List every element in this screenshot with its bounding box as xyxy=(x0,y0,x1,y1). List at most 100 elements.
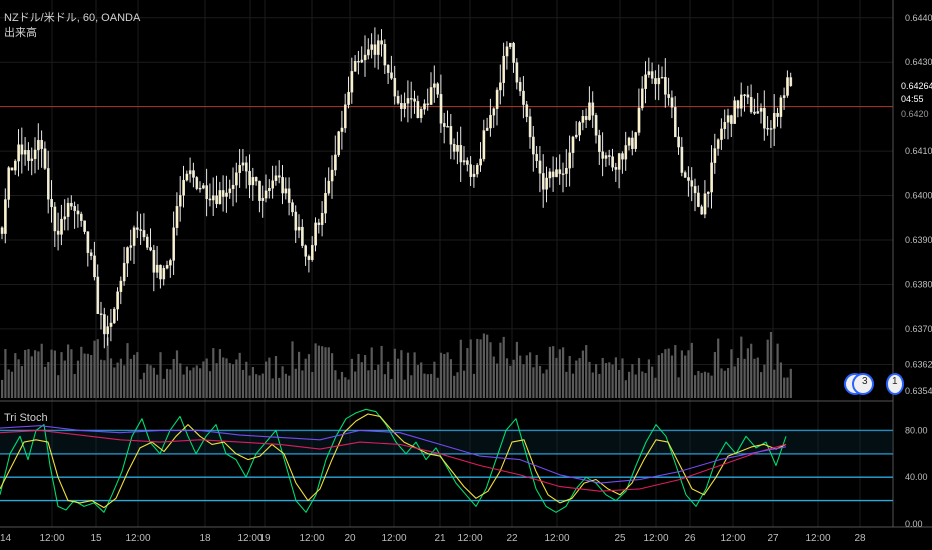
candle-body xyxy=(53,206,57,232)
volume-bar xyxy=(334,370,337,398)
volume-bar xyxy=(644,373,647,398)
volume-bar xyxy=(324,347,327,398)
time-tick-label: 21 xyxy=(434,533,446,544)
candle-body xyxy=(10,167,14,171)
volume-bar xyxy=(251,367,254,398)
candle-body xyxy=(142,230,146,238)
candle-body xyxy=(106,326,109,335)
volume-bar xyxy=(430,373,433,398)
volume-bar xyxy=(294,368,297,398)
stoch-tick-label: 80.00 xyxy=(905,425,928,435)
volume-bar xyxy=(621,358,624,398)
candle-body xyxy=(637,107,641,133)
flag-event-icon[interactable] xyxy=(852,373,874,395)
candlesticks[interactable] xyxy=(0,27,793,349)
candle-body xyxy=(756,111,760,114)
candle-body xyxy=(254,177,258,182)
volume-legend[interactable]: 出来高 xyxy=(4,27,37,39)
candle-body xyxy=(561,173,565,175)
candle-body xyxy=(439,94,443,124)
volume-bar xyxy=(456,372,459,398)
volume-bar xyxy=(568,356,571,398)
candle-body xyxy=(591,102,595,116)
candle-body xyxy=(594,115,598,136)
volume-bar xyxy=(667,348,670,398)
volume-bar xyxy=(499,342,502,398)
time-tick-label: 12:00 xyxy=(125,533,150,544)
candle-body xyxy=(37,139,40,151)
volume-bar xyxy=(664,349,667,398)
volume-bar xyxy=(631,364,634,398)
volume-bar xyxy=(538,366,542,398)
candle-body xyxy=(621,153,624,160)
volume-bar xyxy=(60,352,63,398)
candle-body xyxy=(601,151,604,159)
candle-body xyxy=(720,128,723,140)
candle-body xyxy=(703,193,707,215)
countdown-tag: 04:55 xyxy=(899,93,932,106)
candle-body xyxy=(548,171,552,179)
candle-body xyxy=(248,171,251,186)
candle-body xyxy=(175,206,179,228)
candle-body xyxy=(165,265,169,269)
volume-bar xyxy=(195,365,198,398)
volume-bar xyxy=(321,346,324,398)
candle-body xyxy=(317,222,321,225)
candle-body xyxy=(426,103,430,105)
volume-bar xyxy=(486,334,489,398)
candle-body xyxy=(726,115,730,123)
candle-body xyxy=(716,139,720,149)
candle-body xyxy=(320,213,324,225)
volume-bar xyxy=(70,349,73,398)
candle-body xyxy=(518,82,522,92)
volume-bar xyxy=(492,356,495,398)
volume-bar xyxy=(185,366,188,398)
volume-bar xyxy=(730,349,733,398)
volume-bar xyxy=(159,352,162,398)
volume-bar xyxy=(608,362,611,398)
volume-bar xyxy=(17,359,20,398)
candle-body xyxy=(390,72,393,79)
candle-body xyxy=(377,40,380,55)
candle-body xyxy=(660,77,664,79)
volume-bar xyxy=(225,358,228,398)
volume-bar xyxy=(268,357,271,398)
candle-body xyxy=(287,188,291,203)
candle-body xyxy=(30,158,34,161)
flag-event-icon[interactable] xyxy=(886,373,904,395)
candle-body xyxy=(551,171,555,178)
volume-bar xyxy=(406,352,410,398)
volume-bar xyxy=(591,372,594,398)
candle-body xyxy=(495,89,499,109)
candle-body xyxy=(185,173,189,181)
candle-body xyxy=(334,154,337,171)
volume-bar xyxy=(340,371,344,398)
indicator-legend[interactable]: Tri Stoch xyxy=(4,412,48,424)
volume-bar xyxy=(129,358,132,398)
volume-bar xyxy=(565,371,568,398)
volume-bar xyxy=(172,358,175,398)
candle-body xyxy=(278,175,281,178)
volume-bar xyxy=(304,358,307,398)
volume-bar xyxy=(123,365,126,398)
volume-bar xyxy=(4,349,7,398)
time-tick-label: 27 xyxy=(767,533,779,544)
volume-bar xyxy=(535,354,538,398)
symbol-title[interactable]: NZドル/米ドル, 60, OANDA xyxy=(4,12,141,24)
volume-bar xyxy=(720,368,723,398)
volume-bar xyxy=(136,352,139,398)
candle-body xyxy=(763,108,766,129)
candle-body xyxy=(373,44,377,55)
candle-body xyxy=(680,146,684,173)
candle-body xyxy=(489,114,492,129)
volume-bar xyxy=(258,375,261,398)
grid-lines xyxy=(0,0,932,528)
candle-body xyxy=(545,177,548,190)
candle-body xyxy=(479,158,482,166)
volume-bar xyxy=(298,351,301,398)
candle-body xyxy=(542,173,545,190)
candle-body xyxy=(238,165,242,173)
volume-bar xyxy=(723,370,726,398)
